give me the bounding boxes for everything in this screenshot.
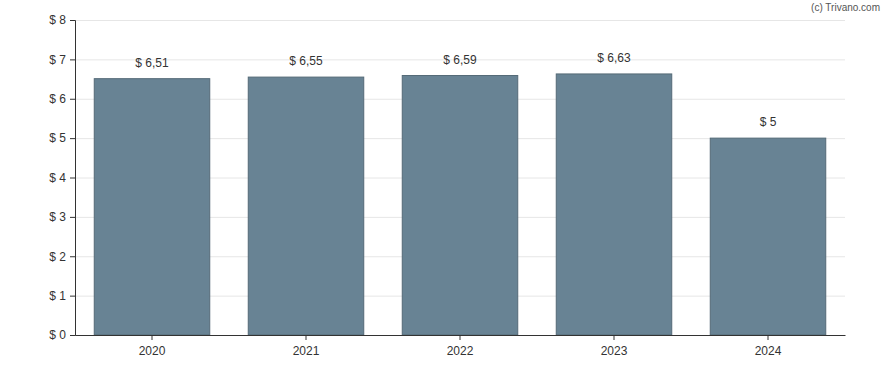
y-axis-line xyxy=(70,21,76,336)
y-tick-mark xyxy=(70,256,75,257)
x-tick-mark xyxy=(152,335,153,340)
data-label: $ 6,63 xyxy=(597,51,631,65)
y-axis: $ 0 $ 1 $ 2 $ 3 $ 4 $ 5 $ 6 $ 7 $ 8 xyxy=(49,13,75,342)
y-tick-label: $ 0 xyxy=(49,328,66,342)
chart: $ 0$ 1$ 2$ 3$ 4$ 5$ 6$ 7$ 82020202120222… xyxy=(0,0,888,370)
x-tick-label: 2023 xyxy=(601,344,628,358)
x-tick: 2024 xyxy=(755,335,782,358)
x-tick-mark xyxy=(768,335,769,340)
x-tick-label: 2022 xyxy=(447,344,474,358)
bar xyxy=(710,138,826,335)
x-tick-mark xyxy=(460,335,461,340)
bar xyxy=(402,76,518,335)
y-tick-label: $ 5 xyxy=(49,131,66,145)
data-labels: $ 6,51 $ 6,55 $ 6,59 $ 6,63 $ 5 xyxy=(135,51,776,129)
x-tick: 2022 xyxy=(447,335,474,358)
y-tick-label: $ 3 xyxy=(49,210,66,224)
annotation: (c) Trivano.com xyxy=(811,2,880,13)
x-tick: 2021 xyxy=(293,335,320,358)
y-tick-label: $ 6 xyxy=(49,92,66,106)
y-tick-label: $ 2 xyxy=(49,250,66,264)
bars xyxy=(94,74,826,335)
x-tick-label: 2024 xyxy=(755,344,782,358)
y-tick-label: $ 4 xyxy=(49,171,66,185)
x-tick: 2020 xyxy=(139,335,166,358)
bar xyxy=(94,79,210,335)
data-label: $ 6,55 xyxy=(289,54,323,68)
y-tick: $ 3 xyxy=(49,210,75,224)
y-tick-mark xyxy=(70,217,75,218)
x-tick-label: 2021 xyxy=(293,344,320,358)
data-label: $ 5 xyxy=(760,115,777,129)
x-axis: 2020 2021 2022 2023 2024 xyxy=(76,335,846,358)
y-tick-mark xyxy=(70,178,75,179)
y-tick-mark xyxy=(70,99,75,100)
y-tick: $ 5 xyxy=(49,131,75,145)
x-tick-mark xyxy=(306,335,307,340)
bar xyxy=(248,77,364,335)
y-tick: $ 4 xyxy=(49,171,75,185)
y-tick-mark xyxy=(70,59,75,60)
y-tick: $ 8 xyxy=(49,13,75,27)
y-tick: $ 6 xyxy=(49,92,75,106)
data-label: $ 6,51 xyxy=(135,56,169,70)
y-tick-label: $ 1 xyxy=(49,289,66,303)
y-tick-mark xyxy=(70,20,75,21)
x-tick: 2023 xyxy=(601,335,628,358)
y-tick-mark xyxy=(70,296,75,297)
grid-line xyxy=(75,20,845,21)
y-tick: $ 2 xyxy=(49,250,75,264)
y-tick: $ 0 xyxy=(49,328,75,342)
y-tick-mark xyxy=(70,335,75,336)
bar xyxy=(556,74,672,335)
data-label: $ 6,59 xyxy=(443,53,477,67)
y-tick: $ 7 xyxy=(49,53,75,67)
grid xyxy=(75,21,845,336)
y-tick-label: $ 7 xyxy=(49,53,66,67)
x-tick-mark xyxy=(614,335,615,340)
y-tick-mark xyxy=(70,138,75,139)
x-tick-label: 2020 xyxy=(139,344,166,358)
y-tick-label: $ 8 xyxy=(49,13,66,27)
y-tick: $ 1 xyxy=(49,289,75,303)
